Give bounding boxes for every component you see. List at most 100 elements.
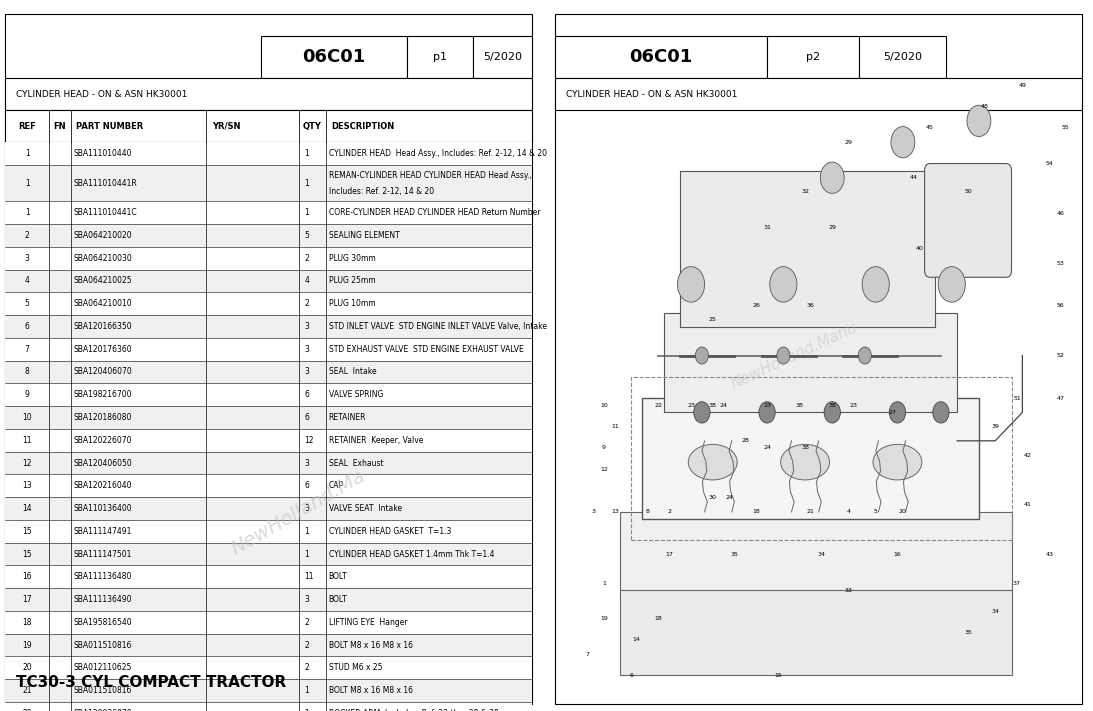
Ellipse shape <box>873 444 921 480</box>
Ellipse shape <box>780 444 830 480</box>
Text: 25: 25 <box>708 317 717 323</box>
FancyBboxPatch shape <box>5 292 532 315</box>
FancyBboxPatch shape <box>621 512 1011 597</box>
Text: 16: 16 <box>22 572 32 582</box>
Circle shape <box>759 402 775 423</box>
Text: SBA111010441R: SBA111010441R <box>73 178 137 188</box>
Text: 38: 38 <box>801 445 809 451</box>
FancyBboxPatch shape <box>5 338 532 360</box>
Text: SBA064210030: SBA064210030 <box>73 254 132 263</box>
FancyBboxPatch shape <box>859 36 947 78</box>
Text: STD EXHAUST VALVE  STD ENGINE EXHAUST VALVE: STD EXHAUST VALVE STD ENGINE EXHAUST VAL… <box>329 345 524 354</box>
Text: SBA120216040: SBA120216040 <box>73 481 132 491</box>
Text: 7: 7 <box>25 345 30 354</box>
Text: SBA120406050: SBA120406050 <box>73 459 132 468</box>
Text: 30: 30 <box>708 495 717 501</box>
Text: 53: 53 <box>1057 260 1065 266</box>
Text: 15: 15 <box>22 550 32 559</box>
FancyBboxPatch shape <box>5 656 532 679</box>
Text: 3: 3 <box>304 504 309 513</box>
Text: 1: 1 <box>304 709 309 711</box>
Text: 47: 47 <box>1057 395 1065 401</box>
Text: CYLINDER HEAD GASKET  T=1.3: CYLINDER HEAD GASKET T=1.3 <box>329 527 451 536</box>
FancyBboxPatch shape <box>555 78 1082 110</box>
Text: RETAINER  Keeper, Valve: RETAINER Keeper, Valve <box>329 436 423 445</box>
Text: 4: 4 <box>847 509 850 515</box>
Text: 3: 3 <box>304 459 309 468</box>
Circle shape <box>694 402 710 423</box>
Text: PLUG 10mm: PLUG 10mm <box>329 299 375 309</box>
Text: SBA064210010: SBA064210010 <box>73 299 132 309</box>
Text: 43: 43 <box>1046 552 1054 557</box>
Text: SEAL  Intake: SEAL Intake <box>329 368 376 377</box>
Text: 1: 1 <box>25 178 30 188</box>
Text: 2: 2 <box>304 663 309 673</box>
Text: NewHolland.Manu: NewHolland.Manu <box>729 319 860 392</box>
Text: 12: 12 <box>600 466 608 472</box>
Text: SBA120406070: SBA120406070 <box>73 368 132 377</box>
Text: SEAL  Exhaust: SEAL Exhaust <box>329 459 384 468</box>
Circle shape <box>821 162 844 193</box>
Text: 1: 1 <box>304 550 309 559</box>
Text: 23: 23 <box>687 402 695 408</box>
Text: REF: REF <box>19 122 36 131</box>
Text: 20: 20 <box>898 509 907 515</box>
Text: 18: 18 <box>23 618 32 627</box>
Text: 49: 49 <box>1019 82 1026 88</box>
Text: BOLT M8 x 16 M8 x 16: BOLT M8 x 16 M8 x 16 <box>329 641 413 650</box>
Text: 1: 1 <box>602 580 606 586</box>
Text: 39: 39 <box>991 424 999 429</box>
Text: 9: 9 <box>602 445 607 451</box>
Text: SBA111147501: SBA111147501 <box>73 550 132 559</box>
FancyBboxPatch shape <box>5 110 532 142</box>
Circle shape <box>858 347 871 364</box>
Text: FN: FN <box>54 122 66 131</box>
Text: 3: 3 <box>591 509 596 515</box>
Text: 4: 4 <box>25 277 30 286</box>
Text: 17: 17 <box>666 552 673 557</box>
Text: 2: 2 <box>304 641 309 650</box>
FancyBboxPatch shape <box>5 383 532 406</box>
FancyBboxPatch shape <box>472 36 532 78</box>
Text: 5/2020: 5/2020 <box>883 52 922 62</box>
Text: 6: 6 <box>304 413 309 422</box>
Text: DESCRIPTION: DESCRIPTION <box>331 122 395 131</box>
Text: 3: 3 <box>304 345 309 354</box>
FancyBboxPatch shape <box>5 406 532 429</box>
Text: 31: 31 <box>763 225 771 230</box>
Text: CYLINDER HEAD  Head Assy., Includes: Ref. 2-12, 14 & 20: CYLINDER HEAD Head Assy., Includes: Ref.… <box>329 149 546 158</box>
Text: 22: 22 <box>23 709 32 711</box>
Text: 18: 18 <box>655 616 662 621</box>
Text: BOLT: BOLT <box>329 572 348 582</box>
Text: 19: 19 <box>22 641 32 650</box>
Text: PART NUMBER: PART NUMBER <box>77 122 143 131</box>
Text: 8: 8 <box>646 509 649 515</box>
Circle shape <box>967 105 991 137</box>
Text: 2: 2 <box>304 299 309 309</box>
FancyBboxPatch shape <box>5 634 532 656</box>
Text: 1: 1 <box>304 149 309 158</box>
Text: 11: 11 <box>304 572 314 582</box>
FancyBboxPatch shape <box>5 201 532 224</box>
FancyBboxPatch shape <box>5 451 532 474</box>
Text: 35: 35 <box>730 552 739 557</box>
Text: 15: 15 <box>22 527 32 536</box>
Text: 6: 6 <box>304 390 309 400</box>
Text: 12: 12 <box>23 459 32 468</box>
Text: 14: 14 <box>22 504 32 513</box>
Text: 18: 18 <box>752 509 760 515</box>
Text: BOLT M8 x 16 M8 x 16: BOLT M8 x 16 M8 x 16 <box>329 686 413 695</box>
Text: 48: 48 <box>980 104 988 109</box>
Text: CYLINDER HEAD - ON & ASN HK30001: CYLINDER HEAD - ON & ASN HK30001 <box>16 90 188 99</box>
Text: 51: 51 <box>1013 395 1021 401</box>
Text: 37: 37 <box>1013 580 1021 586</box>
Text: 38: 38 <box>828 402 836 408</box>
Text: 11: 11 <box>23 436 32 445</box>
Text: SBA064210025: SBA064210025 <box>73 277 132 286</box>
FancyBboxPatch shape <box>5 588 532 611</box>
Text: STUD M6 x 25: STUD M6 x 25 <box>329 663 383 673</box>
Text: 5: 5 <box>873 509 878 515</box>
Text: SBA111147491: SBA111147491 <box>73 527 132 536</box>
Text: 1: 1 <box>304 178 309 188</box>
FancyBboxPatch shape <box>555 36 767 78</box>
